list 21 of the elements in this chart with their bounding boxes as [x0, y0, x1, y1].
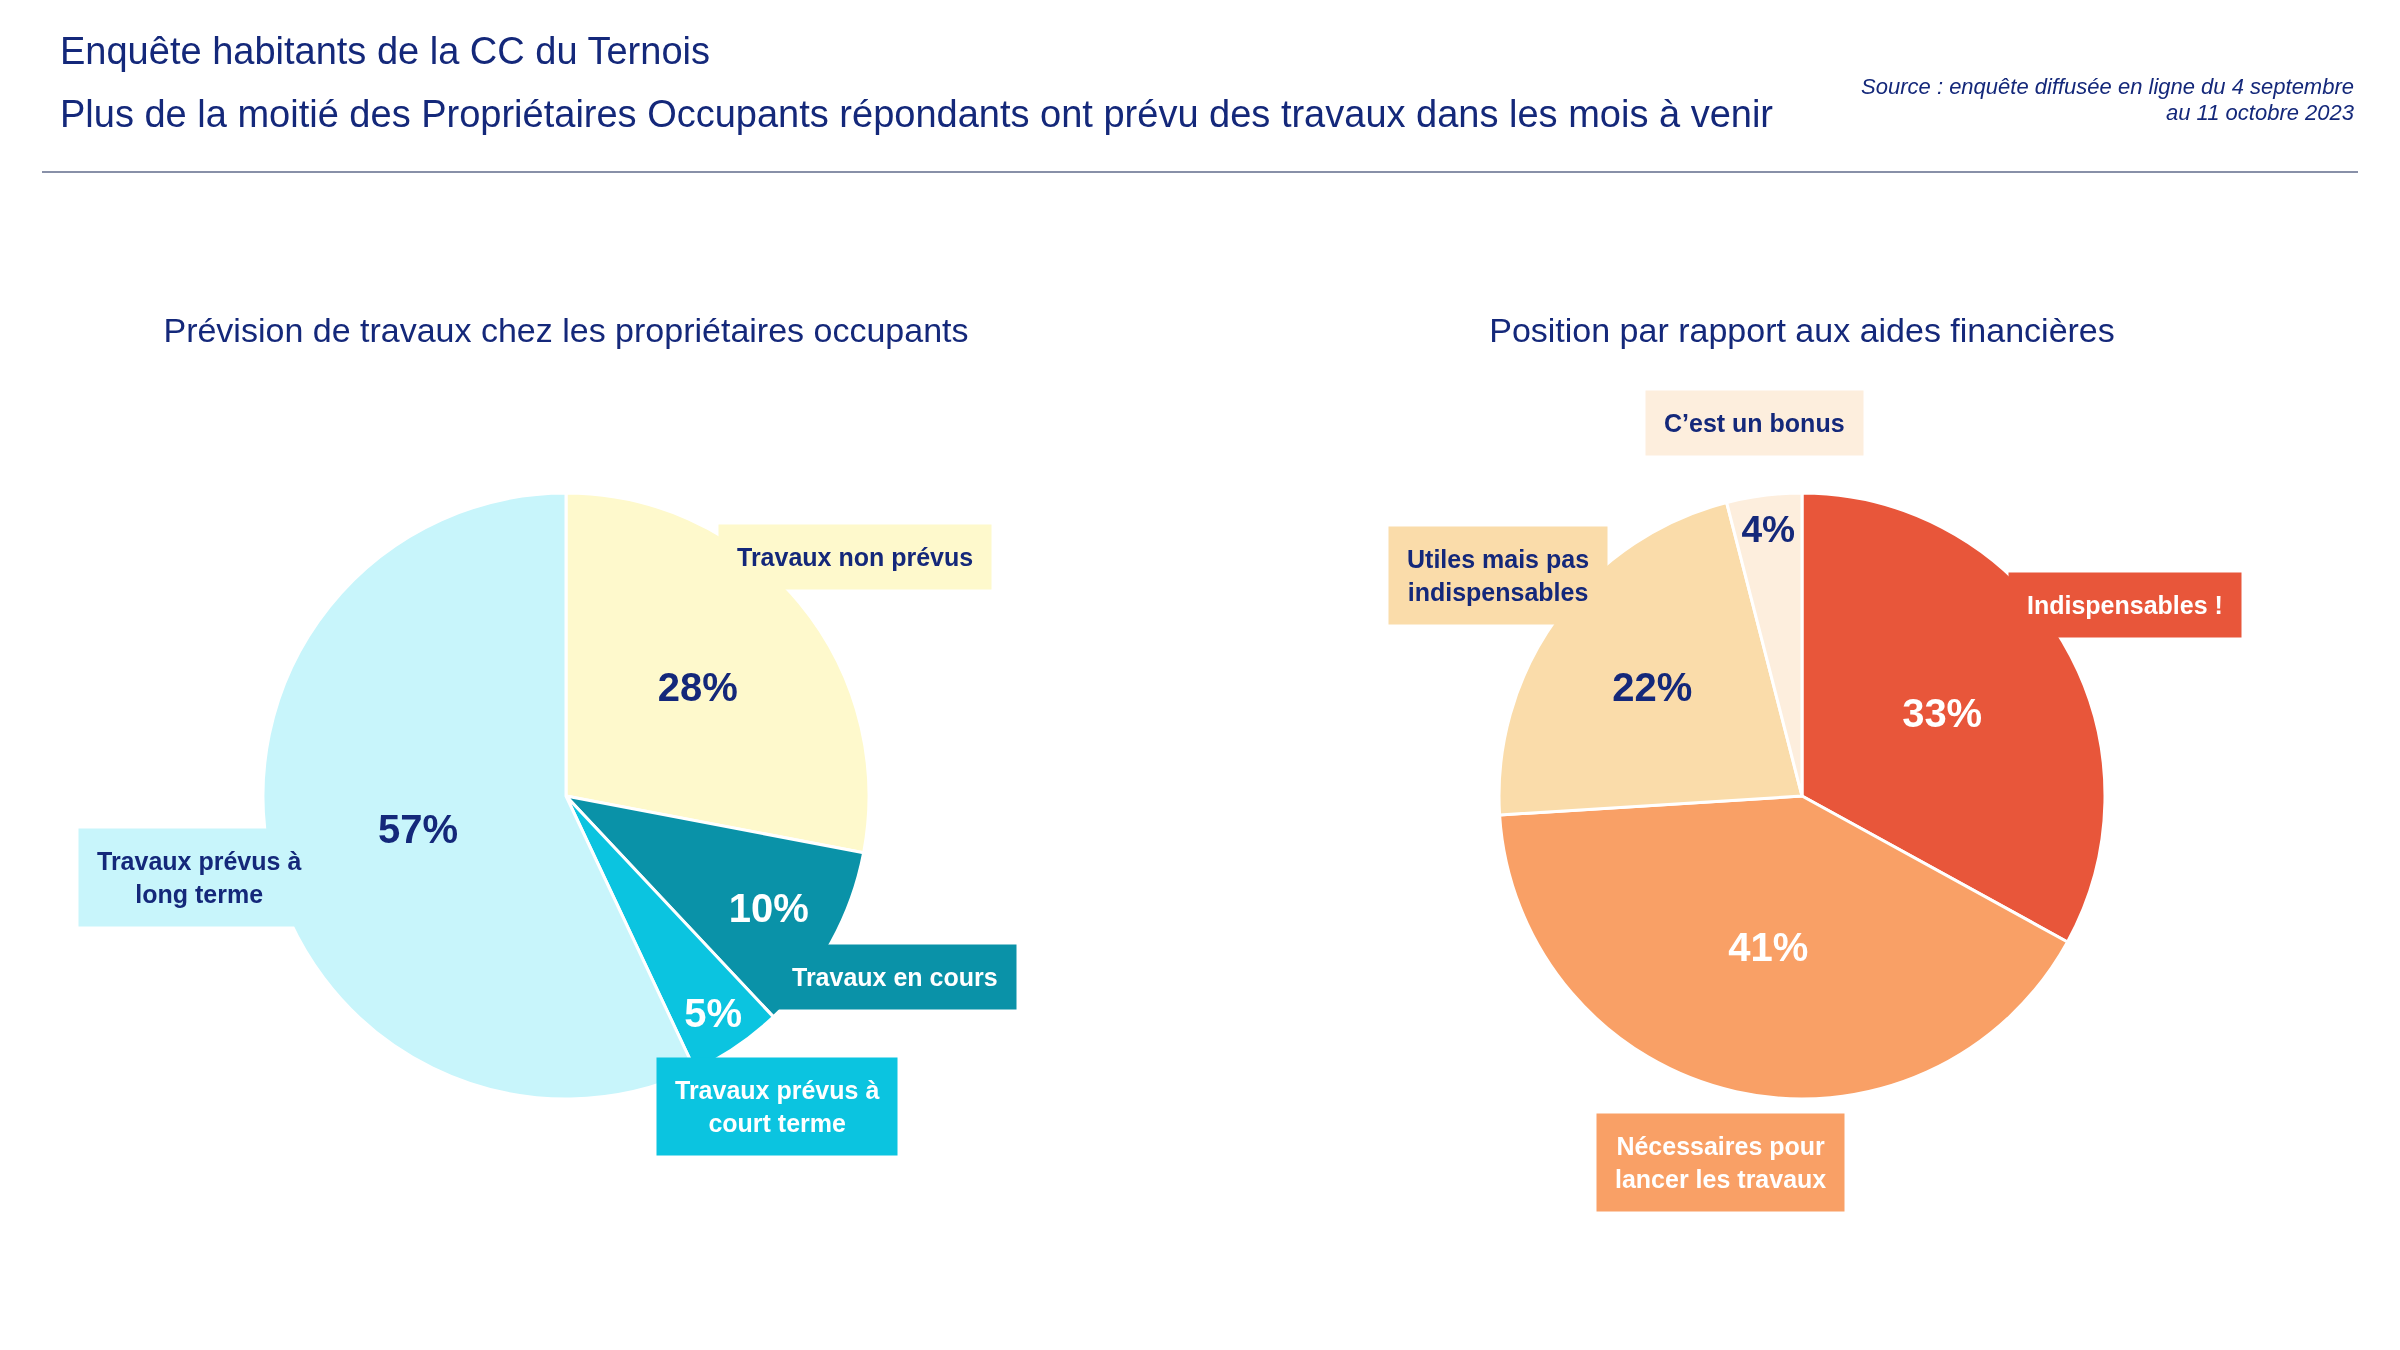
- data-label: 10%: [728, 885, 809, 930]
- data-label: 33%: [1902, 691, 1983, 736]
- slice-label: Utiles mais pas indispensables: [1407, 545, 1590, 606]
- data-label: 4%: [1741, 507, 1796, 550]
- slice-label: Travaux en cours: [792, 963, 998, 991]
- slice-label: Nécessaires pour lancer les travaux: [1615, 1132, 1827, 1193]
- data-label: 5%: [684, 990, 743, 1035]
- text: Plus de la moitié des Propriétaires Occupants répondants ont prévu des travaux dans les mois à venir: [60, 93, 1774, 136]
- data-label: 22%: [1612, 665, 1693, 710]
- data-label: 28%: [657, 664, 738, 709]
- data-label: 57%: [378, 807, 459, 852]
- slice-label: Indispensables !: [2027, 591, 2223, 619]
- slice-label: Travaux prévus à long terme: [97, 847, 302, 908]
- text: Enquête habitants de la CC du Ternois: [60, 30, 710, 73]
- slice-label: C’est un bonus: [1664, 409, 1845, 437]
- data-label: 41%: [1728, 924, 1809, 969]
- slice-label: Travaux prévus à court terme: [675, 1076, 880, 1137]
- chart-title: Position par rapport aux aides financières: [1489, 310, 2115, 349]
- source-note: Source : enquête diffusée en ligne du 4 septembre au 11 octobre 2023: [1860, 74, 2354, 126]
- chart-title: Prévision de travaux chez les propriétaires occupants: [163, 310, 969, 349]
- slice-label: Travaux non prévus: [737, 543, 974, 571]
